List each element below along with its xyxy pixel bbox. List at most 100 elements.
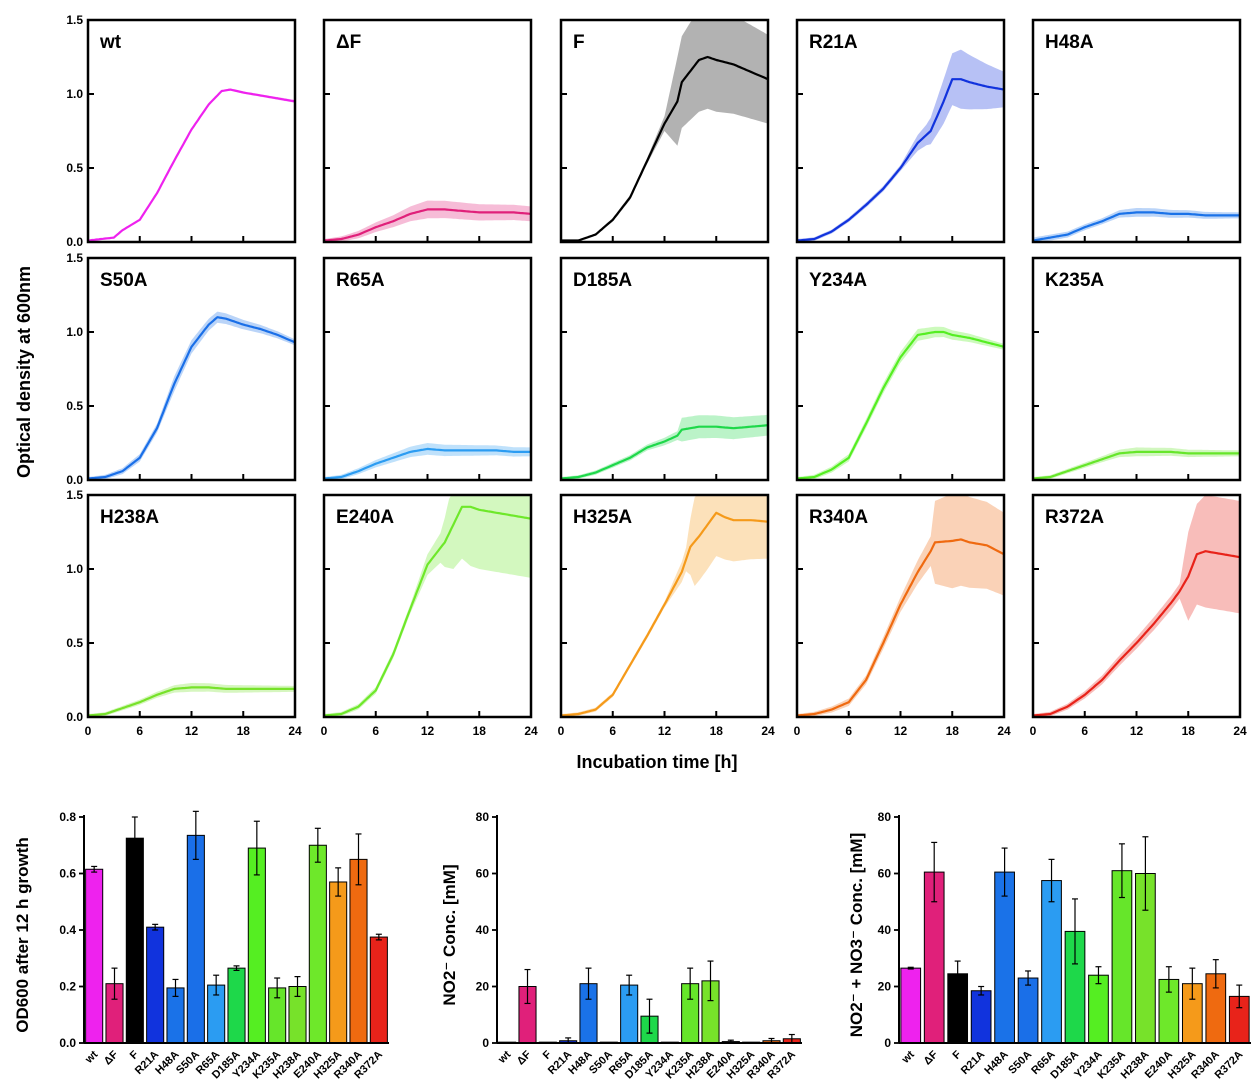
growth-panel: Y234A (795, 256, 1006, 482)
panel-frame (1031, 256, 1242, 482)
x-tick-label: 6 (136, 724, 143, 738)
bar (349, 858, 368, 1044)
x-tick-label: 24 (1233, 724, 1247, 738)
x-tick-label: 18 (710, 724, 724, 738)
growth-band (1033, 208, 1240, 242)
bar (186, 834, 205, 1044)
category-label: F (951, 1048, 964, 1061)
y-tick-label: 0.8 (59, 810, 76, 824)
bar (970, 990, 992, 1044)
growth-panel: H238A 0.0 0.5 1.0 1.5 0 6 12 18 24 (66, 488, 302, 738)
x-tick-label: 12 (1130, 724, 1144, 738)
bar (85, 868, 104, 1044)
x-tick-label: 6 (609, 724, 616, 738)
growth-band (88, 88, 295, 241)
growth-panel: H325A 0 6 12 18 24 (558, 493, 775, 738)
panel-label: R21A (809, 32, 858, 53)
bar (1088, 974, 1109, 1044)
y-tick-label: 0.4 (59, 923, 76, 937)
x-tick-label: 12 (658, 724, 672, 738)
panel-label: S50A (100, 270, 148, 291)
x-tick-label: 0 (321, 724, 328, 738)
bar-chart: wt ΔF FR21AH48AS50AR65AD185AY234AK235AH238… (847, 810, 1251, 1081)
bar (994, 871, 1015, 1044)
growth-panel: E240A 0 6 12 18 24 (321, 493, 538, 738)
bar-chart: wt ΔF FR21AH48AS50AR65AD185AY234AK235AH238… (13, 810, 389, 1081)
x-tick-label: 0 (794, 724, 801, 738)
category-label: wt (899, 1048, 917, 1066)
x-tick-label: 24 (524, 724, 538, 738)
growth-band (88, 311, 295, 480)
category-label: wt (495, 1048, 513, 1066)
growth-panel: R21A (795, 18, 1006, 244)
growth-line (1032, 450, 1240, 480)
growth-band (1033, 447, 1240, 480)
growth-line (561, 55, 769, 242)
y-tick-label: 40 (878, 923, 892, 937)
growth-band (88, 683, 295, 717)
x-tick-label: 6 (845, 724, 852, 738)
bar (308, 844, 327, 1044)
x-tick-label: 0 (85, 724, 92, 738)
panel-frame (795, 256, 1006, 482)
growth-panel: wt 0.0 0.5 1.0 1.5 (66, 13, 297, 249)
y-tick-label: 0.5 (66, 399, 83, 413)
growth-band (561, 20, 768, 242)
category-label: F (541, 1048, 554, 1061)
growth-line (323, 505, 532, 717)
y-tick-label: 0.0 (66, 710, 83, 724)
growth-panel: R372A 0 6 12 18 24 (1030, 493, 1247, 738)
growth-band (797, 326, 1004, 480)
y-tick-label: 60 (476, 867, 490, 881)
y-tick-label: 0.0 (66, 473, 83, 487)
growth-line (87, 88, 296, 242)
bar (125, 837, 144, 1044)
growth-band (797, 49, 1004, 242)
growth-panel: ΔF (322, 18, 533, 244)
panel-label: E240A (336, 507, 394, 528)
y-axis-title: NO2⁻ Conc. [mM] (440, 864, 459, 1005)
bar (1041, 880, 1062, 1044)
y-axis-title: NO2⁻ + NO3⁻ Conc. [mM] (847, 833, 866, 1038)
y-tick-label: 0.5 (66, 161, 83, 175)
growth-line (560, 424, 769, 480)
panel-label: H48A (1045, 32, 1094, 53)
category-label: ΔF (921, 1048, 940, 1067)
x-tick-label: 0 (1030, 724, 1037, 738)
x-tick-label: 24 (288, 724, 302, 738)
x-tick-label: 12 (185, 724, 199, 738)
growth-line (560, 511, 769, 717)
y-tick-label: 0.2 (59, 980, 76, 994)
growth-panel: R340A 0 6 12 18 24 (794, 493, 1011, 738)
y-tick-label: 1.0 (66, 325, 83, 339)
growth-line (323, 447, 531, 480)
growth-line (796, 330, 1005, 480)
category-label: S50A (1006, 1049, 1034, 1077)
x-tick-label: 0 (558, 724, 565, 738)
x-tick-label: 18 (1182, 724, 1196, 738)
bar (329, 881, 348, 1044)
panel-label: D185A (573, 270, 632, 291)
panel-frame (559, 256, 770, 482)
bar (247, 847, 266, 1044)
growth-panel: H48A (1031, 18, 1242, 244)
x-tick-label: 18 (946, 724, 960, 738)
y-tick-label: 1.5 (66, 13, 83, 27)
growth-line (796, 538, 1005, 717)
category-label: H48A (982, 1049, 1010, 1077)
bar (227, 967, 246, 1044)
x-tick-label: 6 (1081, 724, 1088, 738)
growth-line (1032, 211, 1240, 242)
y-tick-label: 80 (476, 810, 490, 824)
growth-band (1033, 495, 1240, 717)
panel-label: K235A (1045, 270, 1104, 291)
x-tick-label: 12 (421, 724, 435, 738)
growth-band (324, 200, 531, 242)
y-tick-label: 20 (878, 980, 892, 994)
x-tick-label: 24 (761, 724, 775, 738)
y-tick-label: 1.0 (66, 87, 83, 101)
y-tick-label: 1.5 (66, 488, 83, 502)
panel-label: Y234A (809, 270, 867, 291)
y-tick-label: 0.0 (66, 235, 83, 249)
